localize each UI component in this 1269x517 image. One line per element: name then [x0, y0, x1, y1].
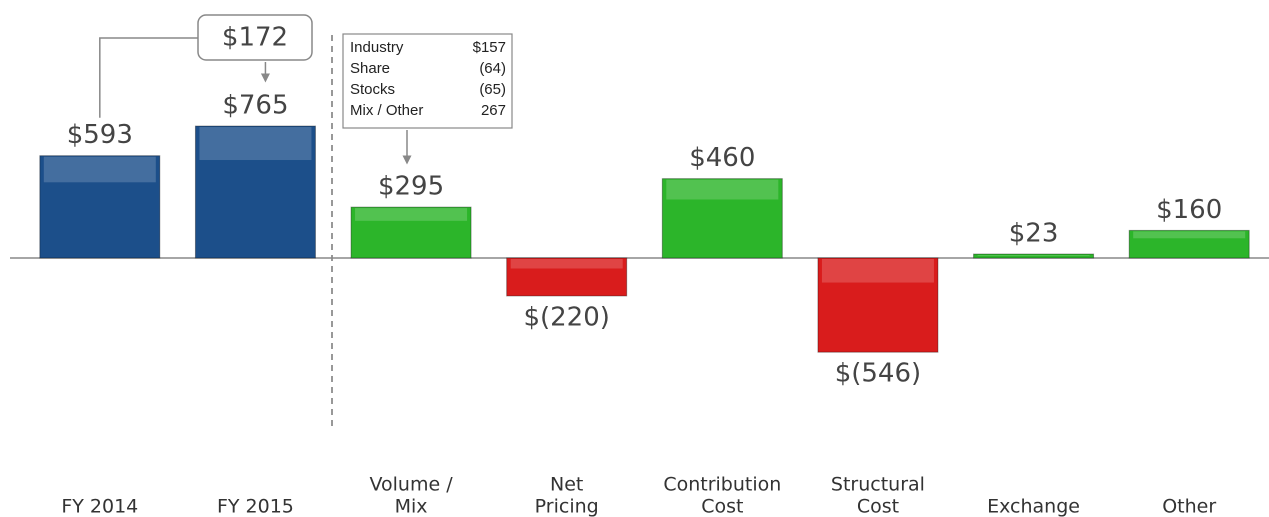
x-tick-label: Exchange — [987, 496, 1080, 517]
callout-connector — [99, 37, 198, 118]
breakdown-name: Share — [350, 60, 390, 77]
breakdown-box — [342, 33, 513, 129]
x-tick-label: Other — [1162, 496, 1216, 517]
breakdown-name: Stocks — [350, 81, 395, 98]
bar — [506, 257, 628, 297]
bar — [1128, 229, 1250, 259]
bar-shine — [821, 259, 934, 283]
value-label: $(546) — [835, 359, 921, 389]
breakdown-value: (65) — [479, 81, 506, 98]
breakdown-value: 267 — [481, 102, 506, 119]
value-label: $593 — [67, 120, 133, 150]
bar-shine — [666, 179, 779, 200]
x-tick-label: Cost — [857, 496, 899, 517]
breakdown-value: $157 — [473, 39, 506, 56]
x-tick-label: FY 2015 — [217, 496, 294, 517]
value-label: $765 — [222, 91, 288, 121]
value-label: $23 — [1009, 219, 1059, 249]
bar-shine — [1133, 231, 1246, 239]
callout-box — [197, 14, 313, 61]
callout-label: $172 — [222, 23, 288, 53]
breakdown-value: (64) — [479, 60, 506, 77]
bar — [817, 257, 939, 353]
bar-shine — [199, 127, 312, 161]
x-tick-label: Pricing — [535, 496, 599, 517]
x-tick-label: Cost — [701, 496, 743, 517]
bar — [661, 178, 783, 259]
bar-shine — [43, 156, 156, 183]
value-label: $460 — [689, 143, 755, 173]
breakdown-name: Industry — [350, 39, 404, 56]
value-label: $(220) — [523, 302, 609, 332]
x-tick-label: Net — [550, 474, 583, 496]
bar-shine — [977, 255, 1090, 257]
x-tick-label: Structural — [831, 474, 925, 496]
x-tick-label: Contribution — [663, 474, 781, 496]
value-label: $295 — [378, 172, 444, 202]
bar — [973, 253, 1095, 259]
bar-shine — [355, 208, 468, 221]
bar — [39, 155, 161, 259]
x-tick-label: FY 2014 — [61, 496, 138, 517]
value-label: $160 — [1156, 195, 1222, 225]
bar-shine — [510, 259, 623, 269]
breakdown-name: Mix / Other — [350, 102, 423, 119]
x-tick-label: Mix — [395, 496, 428, 517]
x-tick-label: Volume / — [370, 474, 454, 496]
bar — [350, 206, 472, 259]
bar — [194, 125, 316, 259]
